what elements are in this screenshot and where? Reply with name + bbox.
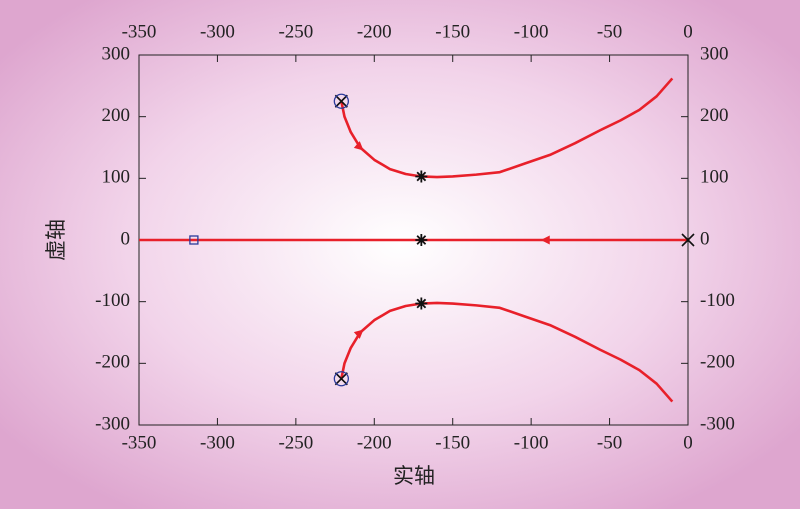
y-tick-label: -200: [95, 352, 130, 373]
direction-arrow: [353, 141, 364, 151]
x-tick-label: -350: [122, 432, 157, 453]
x-tick-label: 0: [683, 432, 693, 453]
x-tick-label-top: -50: [597, 21, 622, 42]
y-tick-label-right: -300: [700, 413, 735, 434]
x-tick-label-top: 0: [683, 21, 693, 42]
direction-arrow: [353, 329, 364, 339]
x-tick-label: -250: [278, 432, 313, 453]
closed-loop-pole-marker: [415, 234, 428, 246]
x-tick-label-top: -350: [122, 21, 157, 42]
pole-marker: [681, 233, 695, 247]
zero-marker: [333, 93, 349, 109]
x-tick-label: -100: [514, 432, 549, 453]
y-tick-label: -300: [95, 413, 130, 434]
zero-marker: [333, 371, 349, 387]
y-tick-label-right: 100: [700, 167, 729, 188]
y-tick-label-right: -100: [700, 290, 735, 311]
y-tick-label: 100: [102, 167, 131, 188]
x-tick-label: -150: [435, 432, 470, 453]
pole-marker: [334, 94, 348, 108]
x-tick-label: -50: [597, 432, 622, 453]
x-tick-label-top: -250: [278, 21, 313, 42]
y-tick-label-right: 300: [700, 43, 729, 64]
y-tick-label-right: 0: [700, 228, 710, 249]
x-tick-label: -200: [357, 432, 392, 453]
direction-arrow: [540, 235, 550, 245]
x-tick-label-top: -150: [435, 21, 470, 42]
y-tick-label: 0: [121, 228, 131, 249]
y-tick-label-right: -200: [700, 352, 735, 373]
y-tick-label: 200: [102, 105, 131, 126]
x-tick-label-top: -200: [357, 21, 392, 42]
square-marker: [189, 235, 199, 245]
y-tick-label: 300: [102, 43, 131, 64]
x-tick-label: -300: [200, 432, 235, 453]
y-tick-label-right: 200: [700, 105, 729, 126]
pole-marker: [334, 372, 348, 386]
x-tick-label-top: -300: [200, 21, 235, 42]
closed-loop-pole-marker: [415, 170, 428, 183]
x-axis-label: 实轴: [393, 464, 435, 488]
y-tick-label: -100: [95, 290, 130, 311]
closed-loop-pole-marker: [415, 297, 428, 310]
x-tick-label-top: -100: [514, 21, 549, 42]
y-axis-label: 虚轴: [44, 219, 68, 261]
